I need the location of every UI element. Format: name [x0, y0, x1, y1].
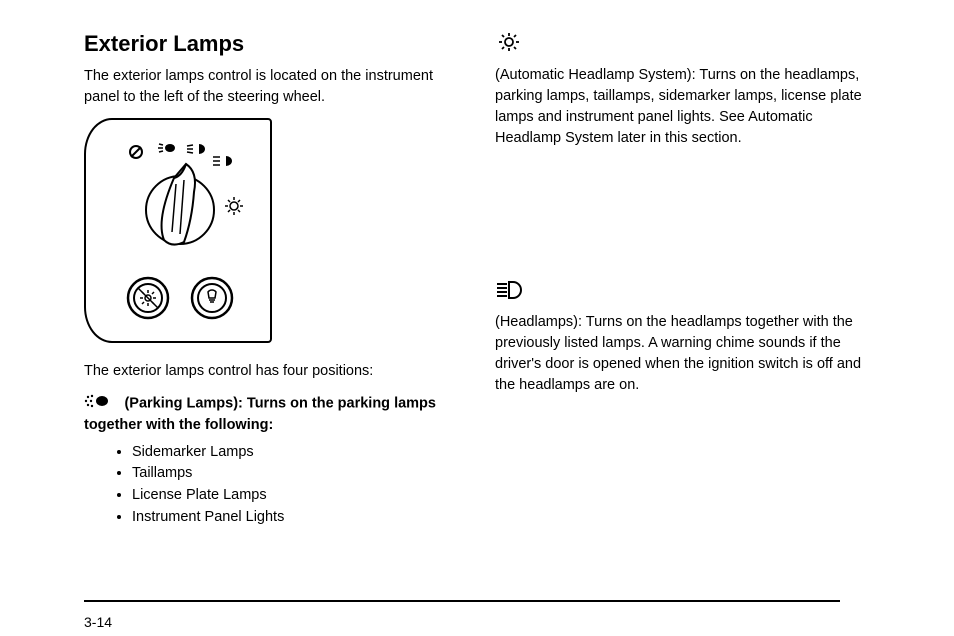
left-column: Exterior Lamps The exterior lamps contro… [84, 30, 454, 529]
bullet-panel-lights: Instrument Panel Lights [132, 507, 454, 529]
right-column: (Automatic Headlamp System): Turns on th… [495, 30, 865, 406]
lamp-control-svg [86, 120, 274, 345]
footer-rule [84, 600, 840, 602]
headlamps-small-icon [495, 279, 865, 306]
page-number: 3-14 [84, 614, 112, 630]
bullet-license: License Plate Lamps [132, 485, 454, 507]
off-circle-icon [130, 146, 142, 158]
parking-lamps-icon [158, 144, 175, 152]
heading-exterior-lamps: Exterior Lamps [84, 30, 454, 58]
auto-headlamp-text: (Automatic Headlamp System): Turns on th… [495, 65, 865, 149]
bullet-taillamps: Taillamps [132, 463, 454, 485]
auto-sun-icon [225, 197, 243, 215]
auto-headlamp-block: (Automatic Headlamp System): Turns on th… [495, 30, 865, 149]
parking-lamps-small-icon [84, 392, 112, 415]
parking-item: (Parking Lamps): Turns on the parking la… [84, 392, 454, 436]
positions-intro: The exterior lamps control has four posi… [84, 361, 454, 382]
auto-sun-small-icon [495, 30, 865, 59]
exterior-lamp-control-figure [84, 118, 272, 343]
page-root: Exterior Lamps The exterior lamps contro… [0, 0, 954, 636]
intro-text: The exterior lamps control is located on… [84, 66, 454, 108]
low-beam-icon [187, 144, 205, 154]
panel-dimmer-button-icon [128, 278, 168, 318]
parking-heading-text: (Parking Lamps): Turns on the parking la… [84, 395, 436, 432]
rotary-knob-icon [146, 164, 214, 245]
parking-bullet-list: Sidemarker Lamps Taillamps License Plate… [132, 442, 454, 529]
headlamps-block: (Headlamps): Turns on the headlamps toge… [495, 279, 865, 396]
high-beam-icon [213, 156, 232, 166]
dome-lamp-button-icon [192, 278, 232, 318]
bullet-sidemarker: Sidemarker Lamps [132, 442, 454, 464]
headlamps-text: (Headlamps): Turns on the headlamps toge… [495, 312, 865, 396]
